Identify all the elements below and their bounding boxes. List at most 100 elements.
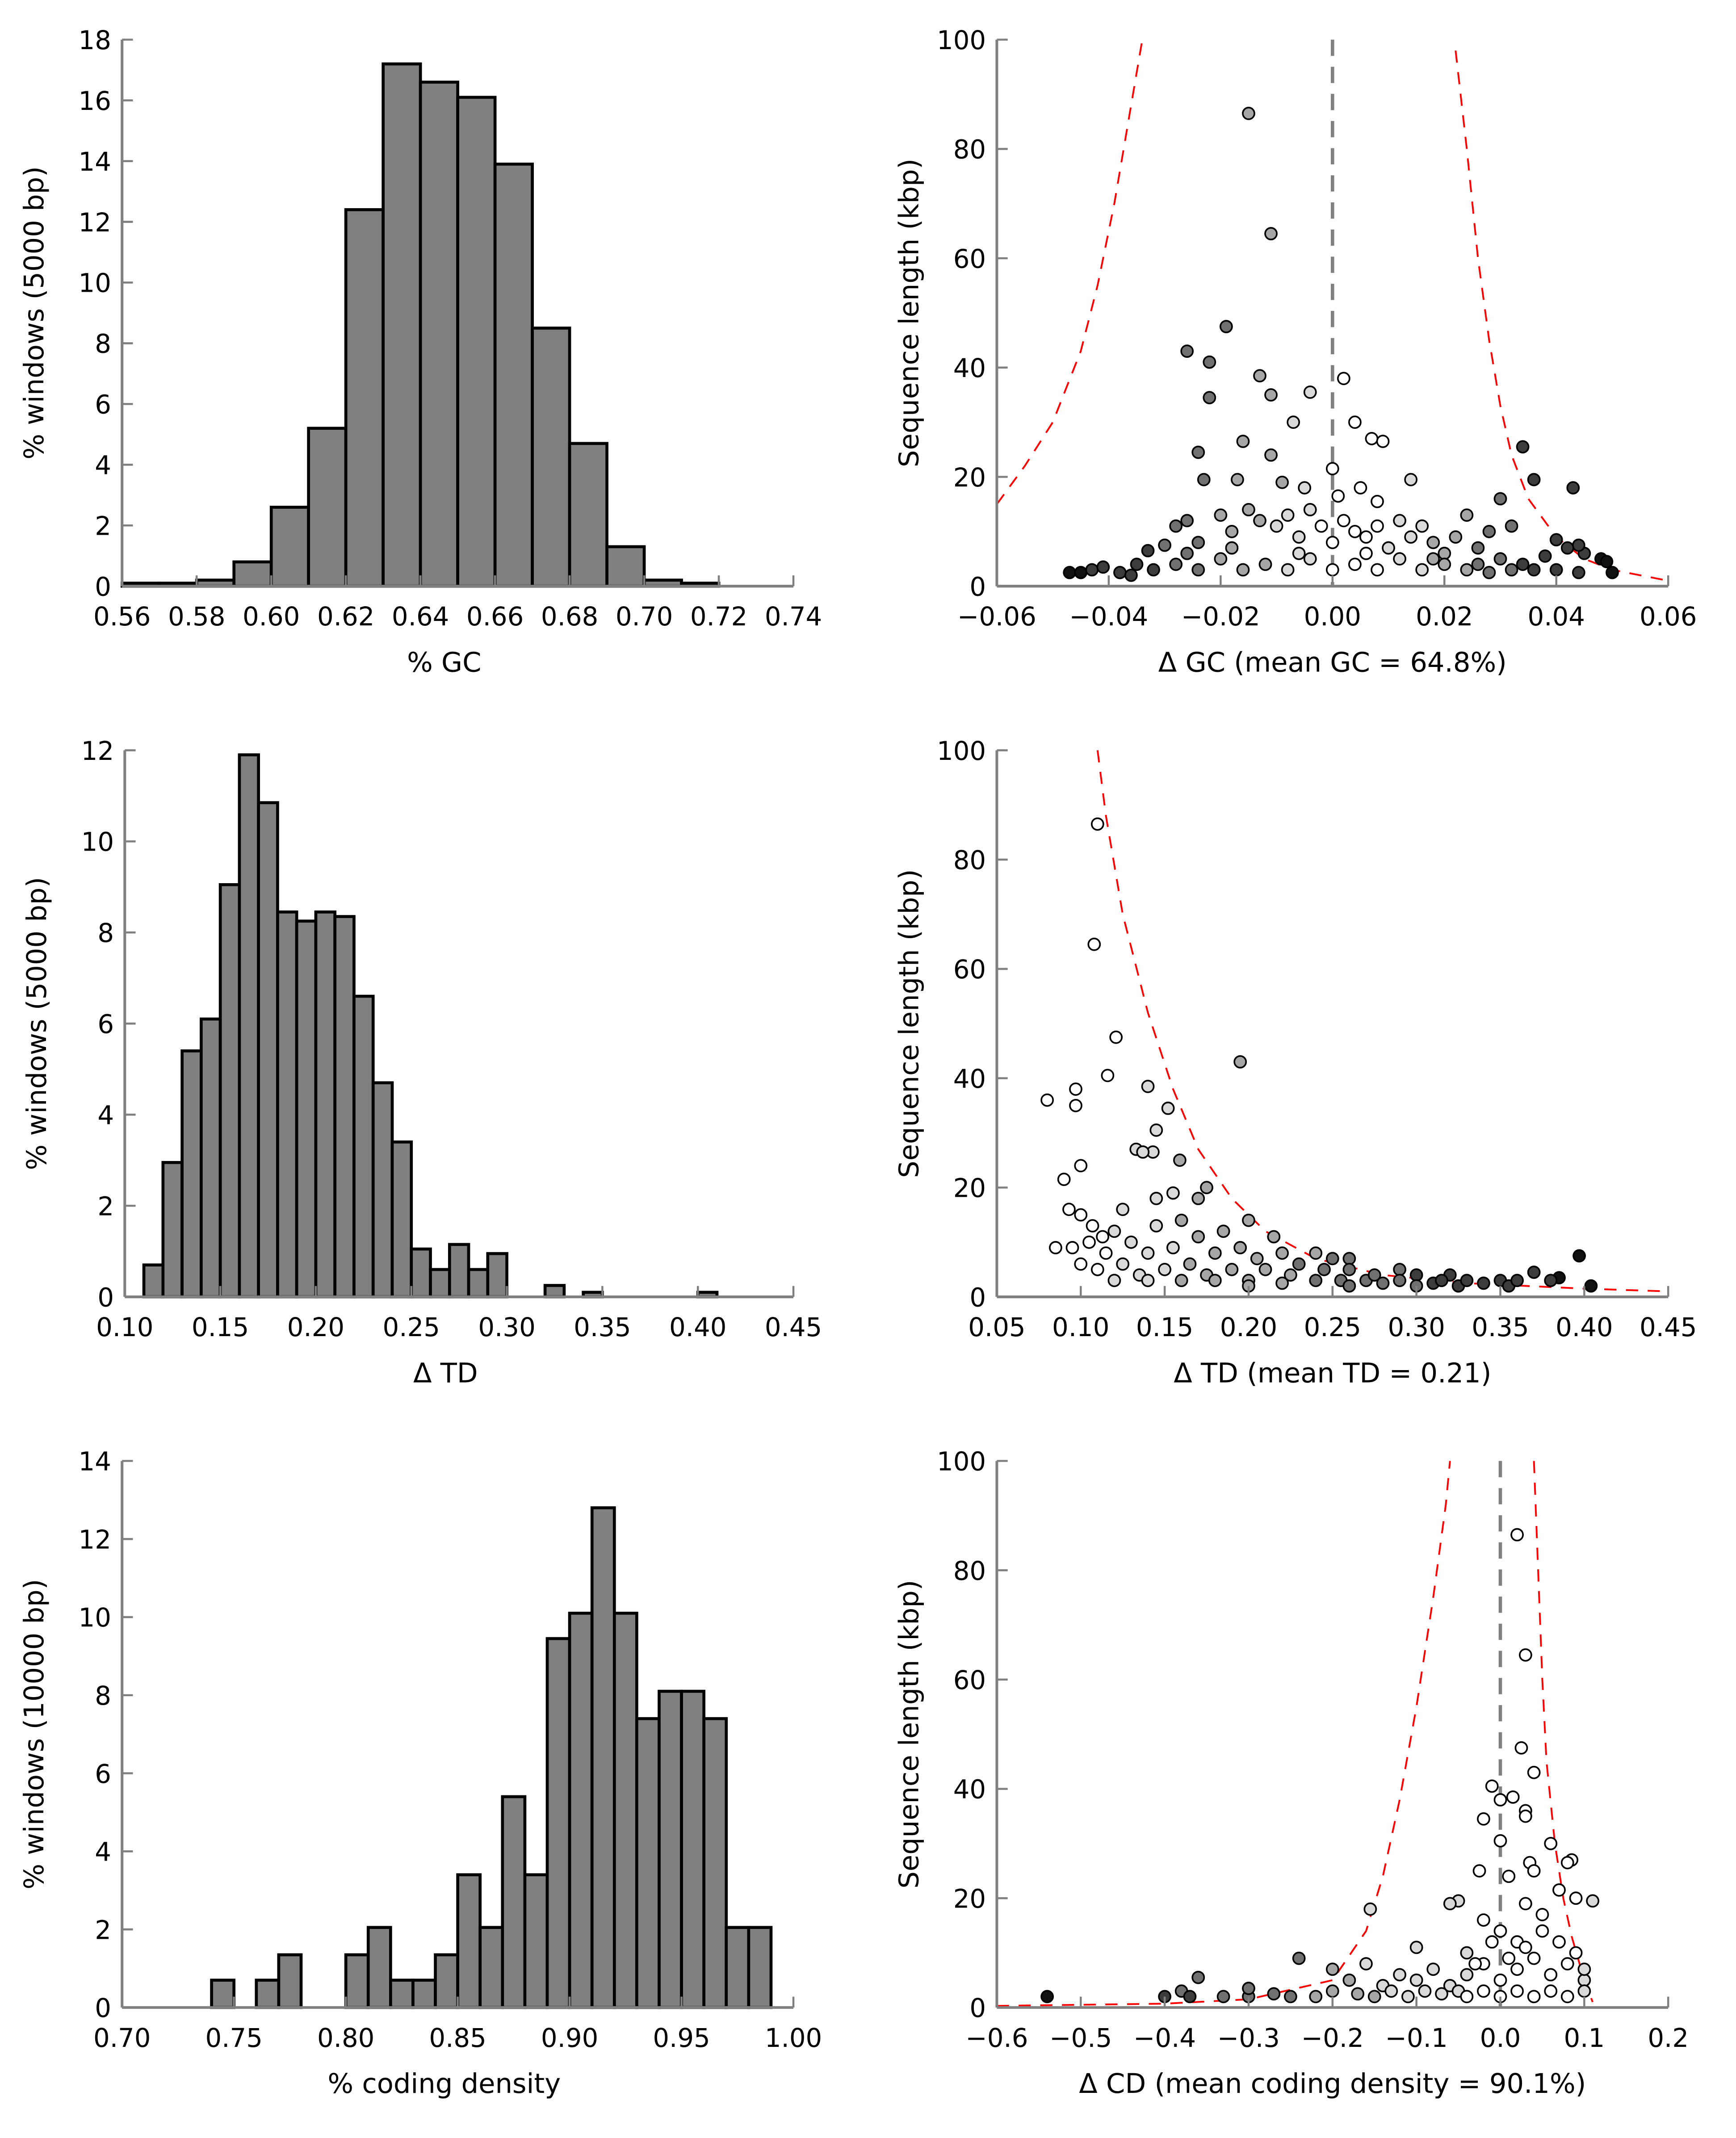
y-tick-label: 20 (953, 1173, 986, 1203)
histogram-bar (277, 1953, 303, 2009)
scatter-point (1191, 563, 1205, 577)
scatter-point (1566, 481, 1580, 495)
y-tick-label: 0 (969, 1282, 986, 1312)
scatter-point (1510, 1962, 1524, 1976)
scatter-point (1219, 320, 1233, 333)
histogram-bar (478, 1926, 504, 2009)
scatter-point (1236, 435, 1250, 448)
scatter-point (1549, 533, 1563, 547)
scatter-point (1560, 1990, 1574, 2004)
histogram-bar (429, 1268, 451, 1299)
histogram-bar (605, 545, 646, 588)
scatter-point (1560, 1856, 1574, 1870)
scatter-point (1606, 566, 1619, 579)
scatter-point (1376, 1276, 1390, 1290)
x-tick-label: 0.58 (168, 601, 225, 632)
scatter-point (1096, 1230, 1109, 1244)
histogram-bar (568, 1611, 594, 2009)
histogram-bar (269, 506, 310, 588)
scatter-point (1065, 1241, 1079, 1254)
scatter-point (1493, 1924, 1507, 1938)
x-tick-label: 0.85 (429, 2023, 486, 2053)
scatter-point (1173, 1153, 1187, 1167)
scatter-point (1549, 563, 1563, 577)
scatter-point (1116, 1257, 1130, 1271)
scatter-point (1191, 1230, 1205, 1244)
y-tick-label: 4 (95, 450, 111, 481)
x-tick-label: 0.06 (1640, 601, 1697, 632)
scatter-point (1331, 489, 1345, 503)
scatter-point (1147, 563, 1160, 577)
scatter-point (1225, 1262, 1239, 1276)
scatter-point (1074, 1159, 1088, 1173)
y-tick-label: 6 (95, 1759, 111, 1789)
scatter-point (1477, 1812, 1490, 1826)
y-tick-label: 12 (81, 736, 114, 766)
scatter-point (1149, 1123, 1163, 1137)
scatter-point (1082, 1235, 1096, 1249)
scatter-point (1040, 1093, 1054, 1107)
scatter-point (1393, 1274, 1406, 1287)
scatter-point (1258, 1262, 1272, 1276)
x-tick-label: −0.02 (1181, 601, 1260, 632)
y-tick-label: 2 (95, 1915, 111, 1945)
scatter-point (1449, 530, 1463, 544)
scatter-point (1393, 552, 1406, 566)
histogram-bar (366, 1926, 392, 2009)
scatter-point (1287, 415, 1300, 429)
histogram-bar (232, 560, 273, 588)
y-tick-label: 60 (953, 1665, 986, 1695)
histogram-bar (411, 1979, 437, 2009)
scatter-point (1124, 568, 1138, 582)
x-tick-label: 0.95 (653, 2023, 710, 2053)
scatter-point (1359, 546, 1373, 560)
scatter-point (1518, 1648, 1532, 1662)
scatter-point (1359, 1957, 1373, 1970)
scatter-point (1180, 344, 1194, 358)
scatter-point (1292, 546, 1306, 560)
histogram-bar (501, 1795, 527, 2009)
scatter-point (1096, 560, 1110, 574)
histogram-bar (276, 910, 298, 1299)
histogram-bar (658, 1689, 683, 2009)
scatter-point (1166, 1241, 1180, 1254)
scatter-point (1510, 1274, 1524, 1287)
y-tick-label: 8 (95, 329, 111, 359)
histogram-bar (180, 1049, 203, 1299)
scatter-point (1303, 552, 1317, 566)
y-tick-label: 10 (79, 268, 111, 298)
x-axis-label: Δ CD (mean coding density = 90.1%) (1079, 2068, 1586, 2100)
y-tick-label: 4 (95, 1837, 111, 1867)
histogram-bar (410, 1247, 432, 1299)
scatter-point (1371, 495, 1384, 508)
y-tick-label: 8 (97, 918, 114, 948)
scatter-point (1404, 473, 1418, 486)
scatter-point (1169, 558, 1183, 571)
x-tick-label: 0.15 (1136, 1312, 1193, 1342)
scatter-point (1325, 1962, 1339, 1976)
histogram-bar (390, 1140, 413, 1299)
scatter-point (1514, 1741, 1528, 1755)
scatter-point (1191, 445, 1205, 459)
x-tick-label: 0.25 (383, 1312, 440, 1342)
x-tick-label: 0.80 (317, 2023, 374, 2053)
x-tick-label: −0.2 (1301, 2023, 1364, 2053)
scatter-point (1493, 1793, 1507, 1807)
y-tick-label: 12 (79, 207, 111, 238)
x-tick-label: −0.5 (1049, 2023, 1112, 2053)
y-tick-label: 0 (969, 571, 986, 602)
x-tick-label: 0.35 (574, 1312, 631, 1342)
x-tick-label: 0.45 (765, 1312, 822, 1342)
x-tick-label: 0.1 (1564, 2023, 1605, 2053)
scatter-point (1527, 1765, 1541, 1779)
scatter-point (1482, 524, 1496, 538)
y-tick-label: 2 (95, 511, 111, 541)
scatter-point (1552, 1935, 1566, 1949)
scatter-point (1130, 558, 1144, 571)
histogram-bar (456, 96, 497, 588)
scatter-point (1281, 508, 1295, 522)
y-tick-label: 100 (937, 25, 986, 55)
y-tick-label: 18 (79, 25, 111, 55)
y-axis-label: Sequence length (kbp) (893, 159, 925, 467)
